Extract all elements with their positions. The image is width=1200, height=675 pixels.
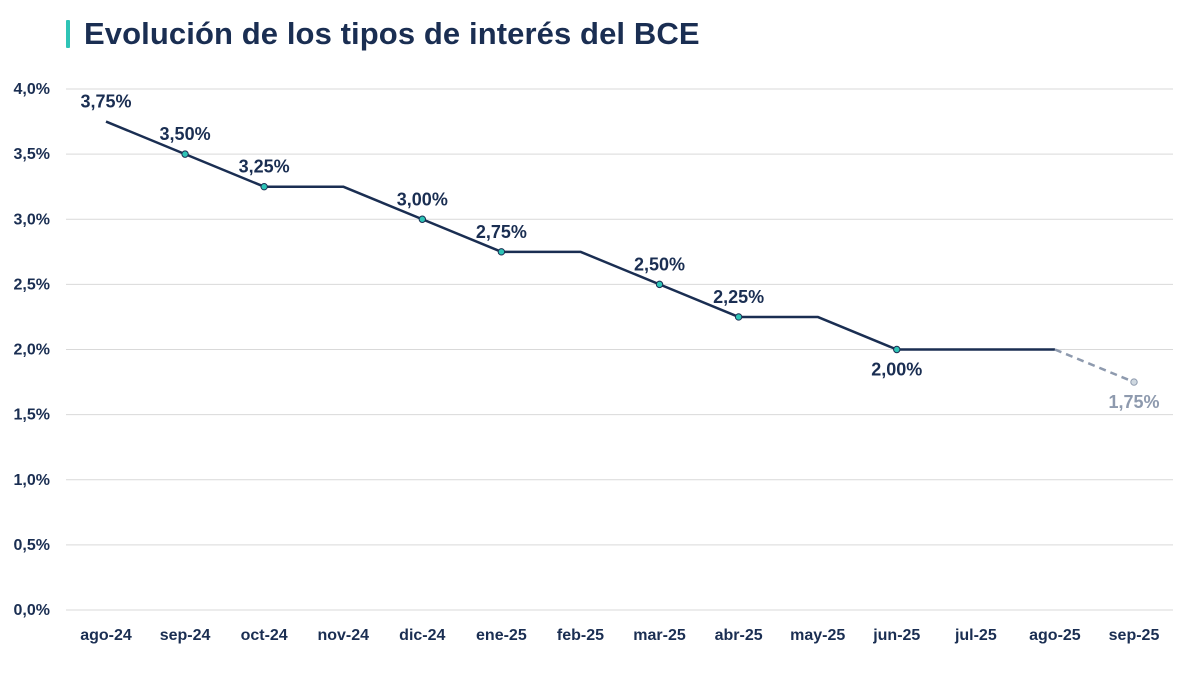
y-tick-label: 1,5% bbox=[14, 407, 50, 424]
title-accent-bar bbox=[66, 20, 70, 48]
x-tick-label: ago-24 bbox=[80, 627, 132, 644]
data-point bbox=[893, 345, 901, 354]
data-point bbox=[734, 313, 743, 321]
chart-title-block: Evolución de los tipos de interés del BC… bbox=[66, 16, 700, 52]
x-tick-label: ago-25 bbox=[1029, 627, 1081, 644]
data-point bbox=[1130, 378, 1138, 386]
y-tick-label: 0,5% bbox=[14, 537, 50, 554]
chart-title: Evolución de los tipos de interés del BC… bbox=[84, 16, 700, 51]
x-tick-label: dic-24 bbox=[399, 627, 445, 644]
x-tick-label: feb-25 bbox=[557, 627, 604, 644]
y-tick-label: 4,0% bbox=[14, 81, 50, 98]
data-point bbox=[418, 215, 427, 223]
y-tick-label: 2,5% bbox=[14, 276, 50, 293]
x-tick-label: ene-25 bbox=[476, 627, 527, 644]
y-tick-label: 0,0% bbox=[14, 602, 50, 619]
x-tick-label: jun-25 bbox=[872, 627, 920, 644]
data-label: 3,00% bbox=[397, 189, 448, 209]
data-label: 1,75% bbox=[1108, 392, 1159, 412]
x-tick-label: sep-25 bbox=[1109, 627, 1160, 644]
data-label: 2,00% bbox=[871, 360, 922, 380]
x-tick-label: nov-24 bbox=[317, 627, 369, 644]
x-tick-label: jul-25 bbox=[954, 627, 997, 644]
x-tick-label: sep-24 bbox=[160, 627, 211, 644]
data-label: 3,50% bbox=[160, 124, 211, 144]
x-tick-label: abr-25 bbox=[715, 627, 763, 644]
data-label: 2,75% bbox=[476, 222, 527, 242]
y-tick-label: 2,0% bbox=[14, 342, 50, 359]
projection-line bbox=[1054, 348, 1135, 384]
y-tick-label: 3,0% bbox=[14, 211, 50, 228]
x-tick-label: mar-25 bbox=[633, 627, 686, 644]
data-point bbox=[497, 248, 506, 256]
data-point bbox=[181, 150, 189, 158]
data-point bbox=[260, 182, 268, 191]
data-label: 2,25% bbox=[713, 287, 764, 307]
x-tick-label: may-25 bbox=[790, 627, 845, 644]
data-label: 3,25% bbox=[239, 157, 290, 177]
data-label: 2,50% bbox=[634, 254, 685, 274]
data-label: 3,75% bbox=[80, 92, 131, 112]
y-tick-label: 3,5% bbox=[14, 146, 50, 163]
data-point bbox=[655, 280, 664, 289]
y-tick-label: 1,0% bbox=[14, 472, 50, 489]
x-tick-label: oct-24 bbox=[241, 627, 288, 644]
